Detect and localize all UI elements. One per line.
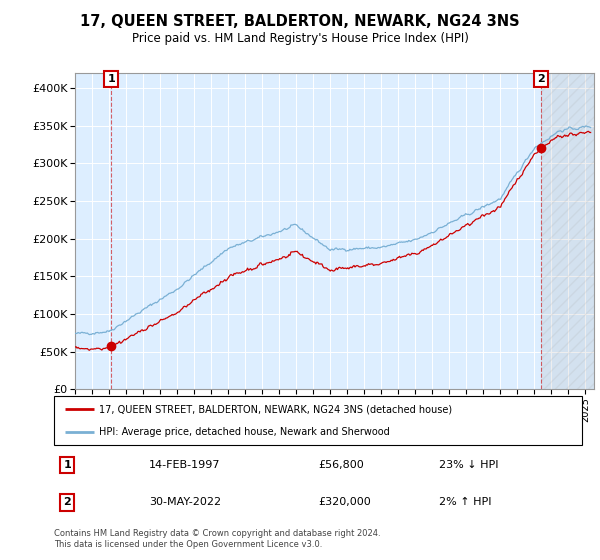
- Text: 14-FEB-1997: 14-FEB-1997: [149, 460, 221, 470]
- Text: Price paid vs. HM Land Registry's House Price Index (HPI): Price paid vs. HM Land Registry's House …: [131, 32, 469, 45]
- Text: 2: 2: [64, 497, 71, 507]
- Text: 17, QUEEN STREET, BALDERTON, NEWARK, NG24 3NS: 17, QUEEN STREET, BALDERTON, NEWARK, NG2…: [80, 14, 520, 29]
- Text: £56,800: £56,800: [318, 460, 364, 470]
- Bar: [541, 73, 594, 389]
- Text: Contains HM Land Registry data © Crown copyright and database right 2024.
This d: Contains HM Land Registry data © Crown c…: [54, 529, 380, 549]
- Text: £320,000: £320,000: [318, 497, 371, 507]
- Text: 23% ↓ HPI: 23% ↓ HPI: [439, 460, 499, 470]
- Text: 1: 1: [64, 460, 71, 470]
- Text: 2% ↑ HPI: 2% ↑ HPI: [439, 497, 492, 507]
- Text: 30-MAY-2022: 30-MAY-2022: [149, 497, 221, 507]
- Text: 17, QUEEN STREET, BALDERTON, NEWARK, NG24 3NS (detached house): 17, QUEEN STREET, BALDERTON, NEWARK, NG2…: [99, 404, 452, 414]
- Text: 1: 1: [107, 74, 115, 84]
- Text: HPI: Average price, detached house, Newark and Sherwood: HPI: Average price, detached house, Newa…: [99, 427, 389, 437]
- Text: 2: 2: [537, 74, 545, 84]
